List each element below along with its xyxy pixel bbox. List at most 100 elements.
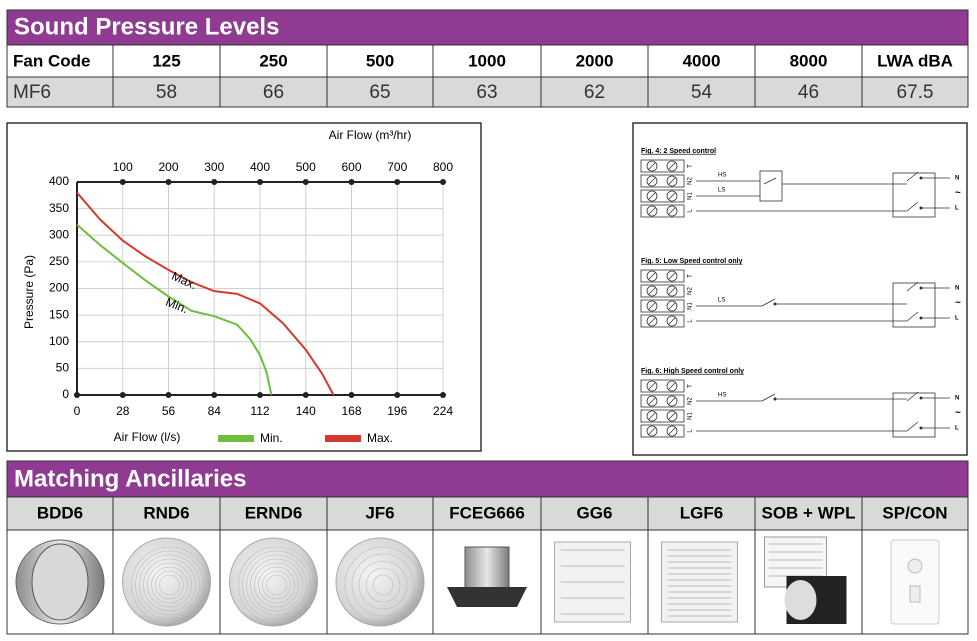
column-header: Fan Code [13, 51, 90, 70]
x2-axis-title: Air Flow (m³/hr) [329, 128, 412, 142]
terminal-label: N2 [688, 287, 694, 295]
shape [159, 574, 180, 596]
table-cell: 46 [798, 82, 819, 103]
y-axis-title: Pressure (Pa) [22, 255, 36, 329]
x-tick-label: 224 [433, 404, 453, 418]
screw-slot [668, 317, 676, 325]
column-header: 500 [366, 51, 394, 70]
switch-blade [763, 177, 777, 185]
diagram-title: Fig. 6: High Speed control only [641, 368, 744, 375]
column-header: 4000 [683, 51, 721, 70]
table-header-row [6, 44, 969, 78]
terminal-label: N1 [688, 412, 694, 420]
legend-swatch [218, 435, 254, 442]
terminal-label: N1 [688, 192, 694, 200]
column-header: 8000 [790, 51, 828, 70]
x-axis-title: Air Flow (l/s) [114, 430, 181, 444]
screw-slot [668, 192, 676, 200]
product-image [764, 536, 847, 624]
x2-tick-label: 300 [204, 160, 224, 174]
table-cell: 67.5 [897, 82, 934, 103]
supply-label: ~ [955, 298, 961, 309]
product-name: SP/CON [882, 503, 947, 522]
y-tick-label: 0 [62, 387, 69, 401]
column-header: 2000 [576, 51, 614, 70]
switch-blade [906, 201, 919, 212]
screw-slot [648, 382, 656, 390]
terminal-label: T [688, 384, 694, 388]
screw-slot [668, 427, 676, 435]
column-header: 250 [259, 51, 287, 70]
legend-label: Max. [367, 431, 393, 445]
supply-label: N [955, 176, 959, 182]
x-tick-label: 140 [296, 404, 316, 418]
x-tick-label: 84 [208, 404, 222, 418]
product-name: RND6 [143, 503, 189, 522]
section-title: Sound Pressure Levels [14, 13, 279, 40]
supply-label: L [955, 316, 959, 322]
x-tick-label: 168 [341, 404, 361, 418]
terminal-label: T [688, 164, 694, 168]
product-image [15, 539, 105, 625]
x-tick-label: 28 [116, 404, 130, 418]
shape [365, 567, 401, 603]
y-tick-label: 250 [49, 254, 69, 268]
screw-slot [648, 207, 656, 215]
shape [262, 570, 291, 600]
shape [229, 537, 318, 627]
screw-slot [668, 162, 676, 170]
switch-contact [919, 176, 923, 180]
x2-tick-label: 100 [113, 160, 133, 174]
terminal-label: N2 [688, 177, 694, 185]
x-tick-label: 0 [74, 404, 81, 418]
column-header: 1000 [468, 51, 506, 70]
y-tick-label: 350 [49, 201, 69, 215]
shape [147, 562, 192, 608]
shape [351, 553, 415, 617]
screw-slot [668, 412, 676, 420]
shape [135, 550, 204, 620]
screw-slot [648, 192, 656, 200]
screw-slot [648, 287, 656, 295]
supply-label: L [955, 206, 959, 212]
terminal-label: L [688, 319, 694, 323]
x2-tick-label: 400 [250, 160, 270, 174]
screw-slot [648, 397, 656, 405]
legend-label: Min. [260, 431, 283, 445]
switch-contact [919, 396, 923, 400]
legend-swatch [325, 435, 361, 442]
shape [122, 537, 211, 627]
diagram-title: Fig. 5: Low Speed control only [641, 258, 743, 265]
screw-slot [648, 302, 656, 310]
table-cell: 65 [369, 82, 390, 103]
switch-blade [906, 281, 919, 292]
shape [266, 574, 287, 596]
x-tick-label: 196 [387, 404, 407, 418]
switch-blade [906, 421, 919, 432]
shape [907, 558, 923, 574]
shape [139, 554, 200, 616]
screw-slot [648, 272, 656, 280]
terminal-label: N2 [688, 397, 694, 405]
shape [254, 562, 299, 608]
x2-tick-label: 600 [341, 160, 361, 174]
section-title: Matching Ancillaries [14, 465, 247, 492]
screw-slot [668, 207, 676, 215]
product-image [335, 537, 425, 627]
product-image [229, 537, 318, 627]
shape [238, 546, 315, 624]
shape [131, 546, 208, 624]
x2-tick-label: 200 [158, 160, 178, 174]
shape [250, 558, 303, 612]
x-tick-label: 56 [162, 404, 176, 418]
screw-slot [668, 382, 676, 390]
terminal-label: T [688, 274, 694, 278]
shape [335, 537, 425, 627]
switch-contact [919, 426, 923, 430]
screw-slot [668, 397, 676, 405]
product-image [554, 541, 631, 623]
product-image [447, 546, 527, 607]
product-name: FCEG666 [449, 503, 525, 522]
